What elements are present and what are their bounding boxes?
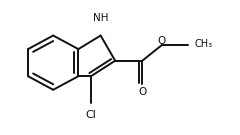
Text: CH₃: CH₃ bbox=[195, 39, 213, 49]
Text: NH: NH bbox=[93, 13, 108, 23]
Text: O: O bbox=[157, 36, 165, 46]
Text: O: O bbox=[138, 87, 146, 97]
Text: Cl: Cl bbox=[85, 110, 96, 120]
